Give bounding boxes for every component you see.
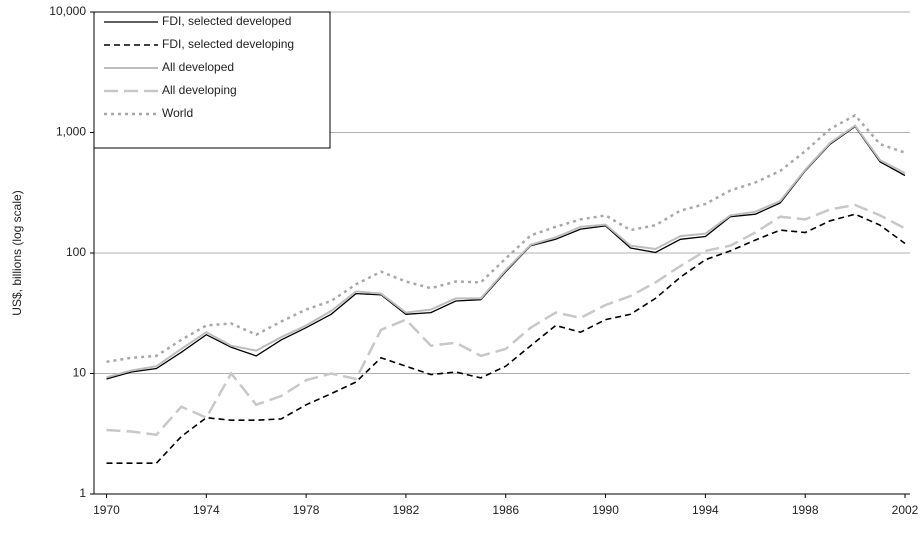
legend-box (93, 11, 331, 149)
series-line (106, 203, 906, 437)
y-tick-label: 1,000 (56, 125, 86, 139)
legend-label: FDI, selected developed (162, 14, 291, 28)
x-tick-label: 1998 (792, 503, 819, 517)
y-tick-label: 10,000 (49, 4, 86, 18)
x-tick-label: 1970 (93, 503, 120, 517)
y-tick-label: 100 (66, 245, 86, 259)
series-line (106, 213, 906, 464)
x-tick-label: 1974 (193, 503, 220, 517)
series-line (106, 113, 906, 364)
y-tick-label: 10 (73, 366, 87, 380)
series-line (106, 124, 906, 379)
legend-label: All developing (162, 83, 237, 97)
x-tick-label: 1978 (293, 503, 320, 517)
x-tick-label: 1982 (393, 503, 420, 517)
x-tick-label: 2002 (892, 503, 919, 517)
legend-label: FDI, selected developing (162, 37, 294, 51)
y-axis-title: US$, billions (log scale) (10, 190, 24, 315)
x-tick-label: 1994 (692, 503, 719, 517)
x-tick-label: 1986 (492, 503, 519, 517)
legend-label: World (162, 106, 193, 120)
y-tick-label: 1 (79, 486, 86, 500)
legend-label: All developed (162, 60, 234, 74)
x-tick-label: 1990 (592, 503, 619, 517)
